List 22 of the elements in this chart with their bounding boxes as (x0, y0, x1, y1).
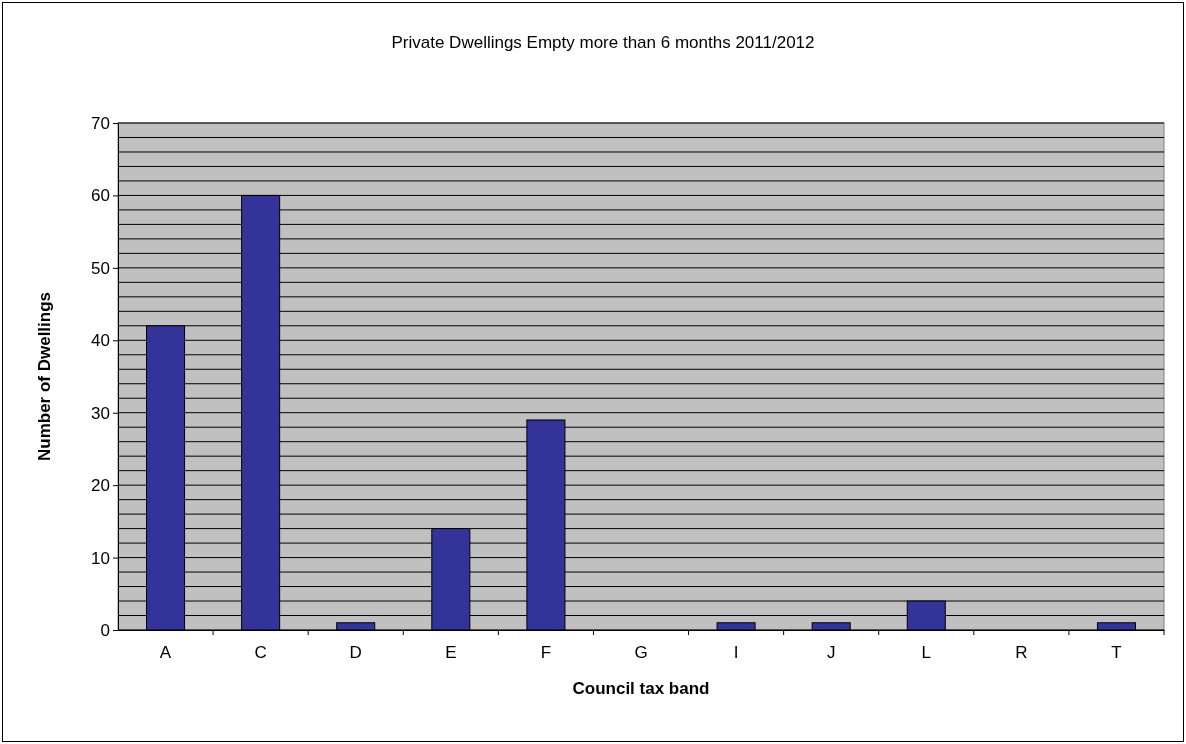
x-tick-label: T (1111, 643, 1122, 663)
x-tick-label: A (159, 643, 172, 663)
y-tick-label: 50 (91, 258, 110, 278)
y-tick-label: 40 (91, 331, 110, 351)
x-tick-label: F (540, 643, 552, 663)
y-tick-label: 20 (91, 476, 110, 496)
x-axis-title: Council tax band (572, 679, 710, 698)
x-tick-label: D (349, 643, 362, 663)
x-tick-label: C (254, 643, 267, 663)
y-tick-label: 70 (91, 113, 110, 133)
y-axis-title: Number of Dwellings (35, 291, 54, 462)
x-tick-label: J (826, 643, 836, 663)
y-tick-label: 0 (100, 620, 110, 640)
y-tick-label: 10 (91, 548, 110, 568)
x-tick-label: E (445, 643, 457, 663)
x-tick-label: L (921, 643, 932, 663)
y-tick-label: 60 (91, 186, 110, 206)
chart-title: Private Dwellings Empty more than 6 months 2011/2012 (391, 33, 815, 52)
y-tick-label: 30 (91, 403, 110, 423)
x-tick-label: I (733, 643, 739, 663)
x-tick-label: G (634, 643, 648, 663)
x-tick-label: R (1015, 643, 1028, 663)
